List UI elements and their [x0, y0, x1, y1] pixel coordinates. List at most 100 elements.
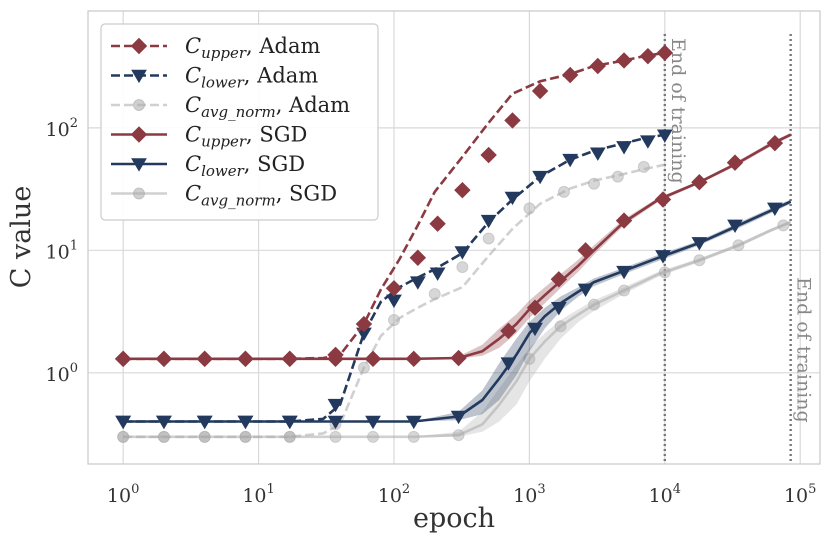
data-point: [196, 415, 213, 430]
series-line: [123, 200, 792, 423]
legend-entry-5: Cavg_norm, SGD: [111, 182, 337, 210]
data-point: [428, 287, 441, 300]
y-tick-label-0: 100: [46, 361, 78, 386]
data-point: [454, 246, 471, 260]
data-point: [655, 250, 671, 264]
y-tick-exponent: 1: [70, 238, 78, 253]
x-tick-exponent: 4: [673, 482, 681, 497]
data-point: [618, 284, 631, 297]
series-layer: [114, 44, 792, 443]
data-point: [281, 415, 298, 430]
data-point: [658, 266, 671, 279]
legend-marker: [130, 37, 148, 55]
data-point: [409, 249, 427, 266]
x-tick-base: 10: [513, 485, 537, 507]
data-point: [452, 429, 465, 442]
data-point: [615, 52, 633, 69]
legend-entry-1: Clower, Adam: [111, 64, 318, 92]
data-point: [115, 415, 132, 430]
data-point: [504, 191, 521, 206]
data-point: [237, 415, 254, 430]
data-point: [727, 219, 743, 233]
data-point: [239, 430, 252, 443]
legend-symbol: C: [185, 152, 201, 176]
y-tick-base: 10: [46, 364, 70, 386]
data-point: [283, 430, 296, 443]
data-point: [589, 147, 606, 161]
legend-marker: [133, 99, 145, 111]
legend-marker: [130, 126, 148, 143]
legend-optimizer: , SGD: [246, 123, 307, 147]
data-point: [777, 219, 790, 232]
legend-entry-3: Cupper, SGD: [111, 123, 307, 151]
data-point: [577, 242, 594, 259]
data-point: [691, 237, 708, 251]
data-point: [482, 232, 495, 245]
legend-symbol: C: [185, 64, 201, 88]
data-point: [405, 350, 422, 368]
legend-symbol: C: [185, 182, 201, 206]
x-tick-label-1: 101: [242, 482, 274, 507]
legend-subscript: avg_norm: [201, 103, 276, 121]
data-point: [639, 47, 657, 65]
data-point: [329, 430, 342, 443]
legend-symbol: C: [185, 34, 201, 58]
data-point: [327, 398, 344, 413]
data-point: [454, 181, 471, 199]
data-point: [589, 57, 607, 75]
data-point: [654, 191, 672, 208]
x-tick-exponent: 5: [808, 482, 816, 497]
data-point: [480, 214, 497, 229]
x-tick-exponent: 1: [267, 482, 275, 497]
x-tick-label-5: 105: [784, 482, 816, 507]
data-point: [500, 322, 517, 340]
data-point: [656, 44, 674, 62]
data-point: [561, 66, 579, 84]
data-point: [523, 352, 536, 365]
data-point: [450, 410, 467, 425]
legend-subscript: upper: [201, 44, 247, 62]
data-point: [693, 254, 706, 267]
data-point: [114, 350, 132, 368]
data-point: [364, 350, 382, 368]
legend-label: Cupper, Adam: [185, 34, 320, 62]
data-point: [616, 141, 632, 155]
y-tick-label-2: 102: [46, 116, 78, 141]
data-point: [405, 415, 422, 430]
legend-optimizer: , SGD: [276, 182, 337, 206]
plot-frame: [87, 10, 821, 465]
x-tick-exponent: 3: [537, 482, 545, 497]
x-tick-exponent: 2: [402, 482, 410, 497]
data-point: [550, 271, 568, 288]
series-line: [123, 220, 792, 439]
data-point: [281, 350, 298, 368]
data-point: [640, 135, 656, 149]
data-point: [157, 430, 170, 443]
legend-subscript: lower: [201, 162, 245, 180]
data-point: [429, 215, 446, 232]
data-point: [766, 134, 784, 152]
y-tick-base: 10: [46, 241, 70, 263]
data-point: [456, 261, 469, 274]
legend-entry-2: Cavg_norm, Adam: [111, 93, 350, 121]
data-point: [611, 170, 624, 183]
legend-label: Cupper, SGD: [185, 123, 307, 151]
x-tick-label-2: 102: [378, 482, 410, 507]
legend-entry-0: Cupper, Adam: [111, 34, 320, 62]
data-point: [387, 313, 400, 326]
data-point: [726, 154, 744, 171]
data-point: [577, 283, 594, 298]
data-point: [550, 301, 567, 316]
x-tick-base: 10: [107, 485, 131, 507]
x-tick-exponent: 0: [131, 482, 139, 497]
data-point: [429, 267, 446, 281]
legend-box: [100, 23, 379, 221]
x-tick-label-3: 103: [513, 482, 545, 507]
legend-optimizer: , SGD: [244, 152, 305, 176]
series-avg-norm-sgd: [117, 219, 792, 443]
data-point: [355, 315, 373, 333]
data-point: [615, 212, 633, 229]
data-point: [385, 280, 403, 297]
data-point: [526, 299, 544, 316]
